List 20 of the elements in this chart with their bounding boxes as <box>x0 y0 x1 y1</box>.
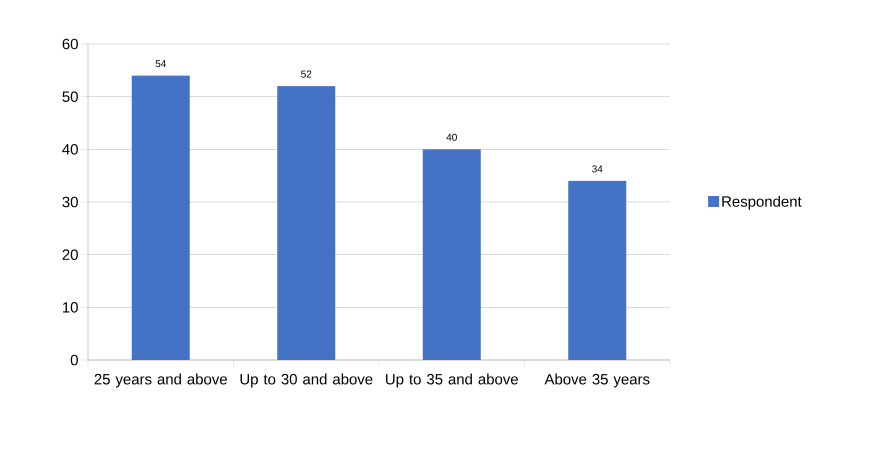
bar <box>132 76 190 360</box>
y-tick-label: 10 <box>63 302 78 313</box>
bar <box>277 86 336 360</box>
y-tick-label: 0 <box>70 354 78 366</box>
x-tick-label: Up to 35 and above <box>386 374 518 388</box>
data-label: 54 <box>156 60 166 68</box>
bar <box>568 180 626 360</box>
y-tick-label: 50 <box>62 91 78 102</box>
legend-label: Respondent <box>722 196 802 210</box>
y-tick-label: 60 <box>62 38 78 50</box>
data-label: 40 <box>446 134 457 141</box>
x-tick-label: 25 years and above <box>94 374 227 388</box>
bar <box>422 149 481 360</box>
y-tick-label: 20 <box>62 249 78 260</box>
y-tick-label: 30 <box>62 196 78 208</box>
x-tick-label: Above 35 years <box>544 374 650 388</box>
x-tick-label: Up to 30 and above <box>240 374 372 388</box>
data-label: 52 <box>301 70 312 78</box>
data-label: 34 <box>592 165 603 172</box>
y-tick-label: 40 <box>62 144 78 155</box>
